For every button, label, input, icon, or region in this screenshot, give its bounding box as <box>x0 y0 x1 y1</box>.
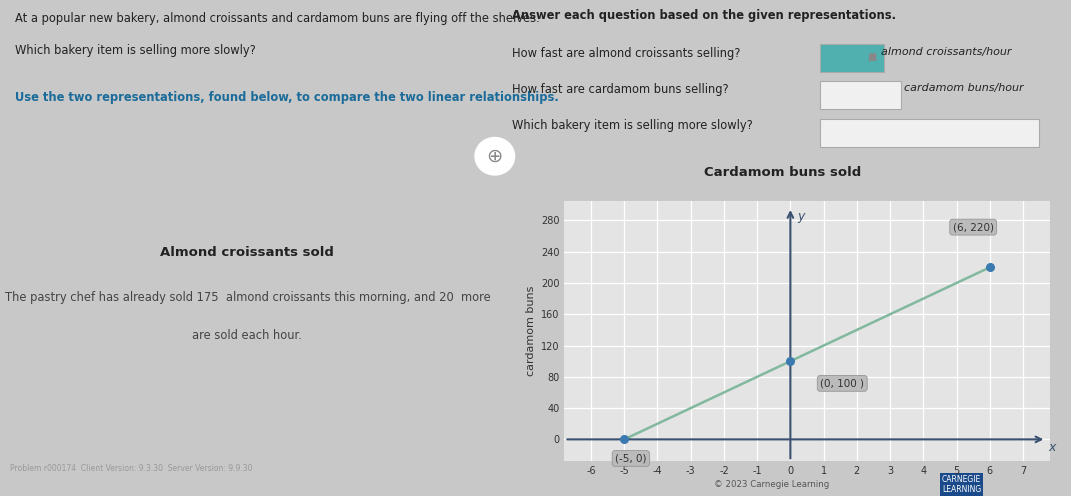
Text: (6, 220): (6, 220) <box>952 222 994 232</box>
Text: How fast are cardamom buns selling?: How fast are cardamom buns selling? <box>512 83 728 96</box>
Text: Which bakery item is selling more slowly?: Which bakery item is selling more slowly… <box>15 44 256 57</box>
Circle shape <box>476 137 514 175</box>
Text: almond croissants/hour: almond croissants/hour <box>880 47 1011 57</box>
Text: Which bakery item is selling more slowly?: Which bakery item is selling more slowly… <box>512 119 753 132</box>
Text: x: x <box>1047 441 1055 454</box>
Text: y: y <box>797 210 804 223</box>
Text: Almond croissants sold: Almond croissants sold <box>161 246 334 259</box>
Text: Use the two representations, found below, to compare the two linear relationship: Use the two representations, found below… <box>15 91 559 104</box>
Text: How fast are almond croissants selling?: How fast are almond croissants selling? <box>512 47 740 60</box>
Text: Answer each question based on the given representations.: Answer each question based on the given … <box>512 9 896 22</box>
Text: cardamom buns/hour: cardamom buns/hour <box>904 83 1024 93</box>
Text: At a popular new bakery, almond croissants and cardamom buns are flying off the : At a popular new bakery, almond croissan… <box>15 12 540 25</box>
FancyBboxPatch shape <box>820 119 1039 147</box>
Text: CARNEGIE
LEARNING: CARNEGIE LEARNING <box>941 475 981 495</box>
Text: (-5, 0): (-5, 0) <box>615 453 647 463</box>
Text: The pastry chef has already sold 175  almond croissants this morning, and 20  mo: The pastry chef has already sold 175 alm… <box>4 291 491 304</box>
Text: ■: ■ <box>868 52 877 62</box>
Text: Problem r000174  Client Version: 9.3.30  Server Version: 9.9.30: Problem r000174 Client Version: 9.3.30 S… <box>10 464 253 473</box>
Text: are sold each hour.: are sold each hour. <box>193 329 302 342</box>
FancyBboxPatch shape <box>820 44 884 72</box>
Text: © 2023 Carnegie Learning: © 2023 Carnegie Learning <box>713 480 829 489</box>
Y-axis label: cardamom buns: cardamom buns <box>526 286 536 376</box>
Text: ⊕: ⊕ <box>486 147 503 166</box>
Text: (0, 100 ): (0, 100 ) <box>820 378 864 388</box>
FancyBboxPatch shape <box>820 81 901 109</box>
Text: Cardamom buns sold: Cardamom buns sold <box>705 167 861 180</box>
